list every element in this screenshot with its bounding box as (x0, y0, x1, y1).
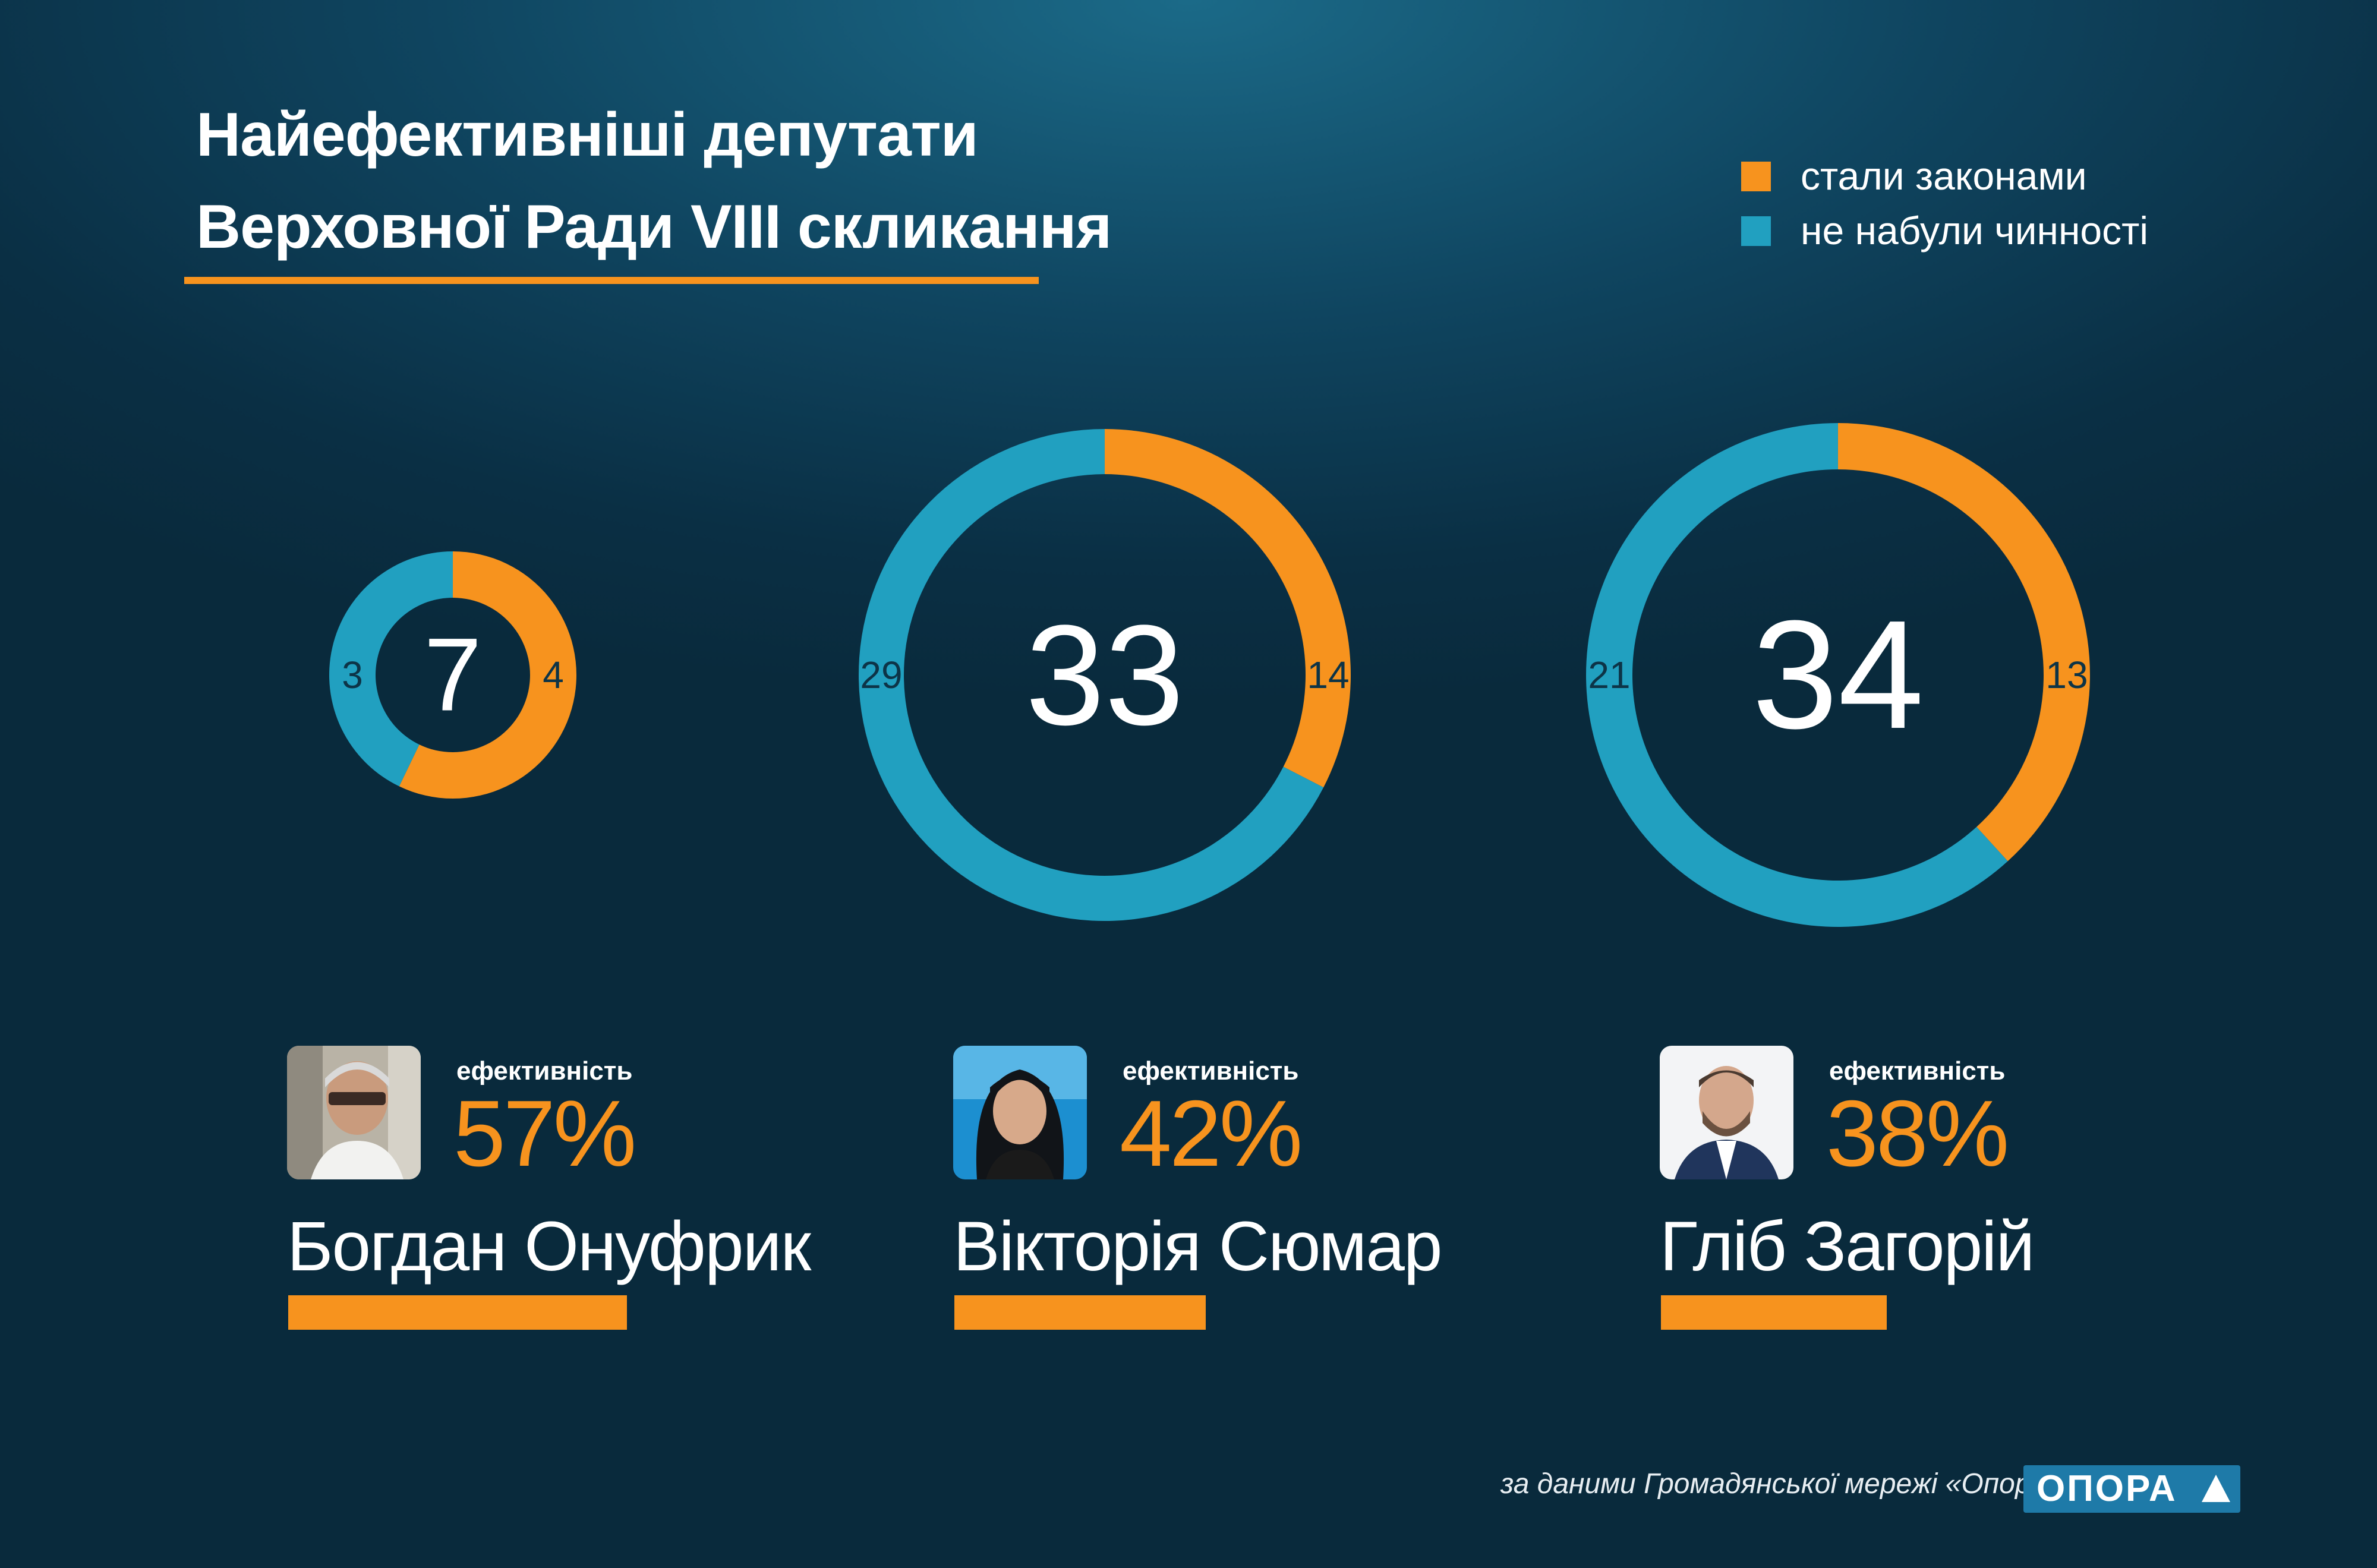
legend-swatch-not-enacted (1741, 216, 1771, 246)
donut-slice-not-enacted (329, 551, 453, 787)
legend-label-not-enacted: не набули чинності (1801, 209, 2149, 253)
triangle-icon (2202, 1475, 2230, 1502)
name-underline-bar (954, 1295, 1206, 1330)
title-underline (184, 277, 1039, 284)
deputy-name: Вікторія Сюмар (953, 1207, 1443, 1286)
logo-text: ОПОРА (2036, 1468, 2177, 1509)
portrait-photo (953, 1046, 1087, 1179)
title-line-2: Верховної Ради VIII скликання (196, 193, 1112, 261)
efficiency-value: 57% (453, 1081, 636, 1186)
name-underline-bar (1661, 1295, 1887, 1330)
name-underline-bar (288, 1295, 627, 1330)
portrait-photo (1660, 1046, 1793, 1179)
data-label-not-enacted: 3 (342, 654, 363, 696)
legend-label-laws: стали законами (1801, 154, 2087, 198)
chart-title: Найефективніші депутати Верховної Ради V… (196, 89, 1112, 273)
title-line-1: Найефективніші депутати (196, 100, 979, 169)
efficiency-value: 38% (1826, 1081, 2009, 1186)
legend-swatch-laws (1741, 162, 1771, 191)
data-label-laws: 14 (1307, 654, 1349, 696)
donut-total-label: 7 (424, 617, 481, 733)
data-label-laws: 13 (2045, 654, 2088, 696)
donut-total-label: 34 (1752, 589, 1924, 761)
donut-slice-laws (399, 551, 577, 799)
opora-logo: ОПОРА (2023, 1465, 2240, 1513)
donut-slice-not-enacted (1586, 423, 2008, 927)
deputy-name: Богдан Онуфрик (287, 1207, 811, 1286)
data-label-not-enacted: 21 (1588, 654, 1630, 696)
source-note: за даними Громадянської мережі «Опора» (1500, 1468, 2063, 1500)
efficiency-label: ефективність (1123, 1056, 1299, 1086)
donut-slice-laws (1838, 422, 2090, 862)
efficiency-label: ефективність (1829, 1056, 2006, 1086)
portrait-photo (287, 1046, 421, 1179)
data-label-laws: 4 (543, 654, 564, 696)
donut-slice-laws (1105, 429, 1351, 788)
efficiency-label: ефективність (456, 1056, 633, 1086)
efficiency-value: 42% (1120, 1081, 1303, 1186)
data-label-not-enacted: 29 (860, 654, 902, 696)
deputy-name: Гліб Загорій (1660, 1207, 2035, 1286)
donut-total-label: 33 (1026, 595, 1184, 755)
